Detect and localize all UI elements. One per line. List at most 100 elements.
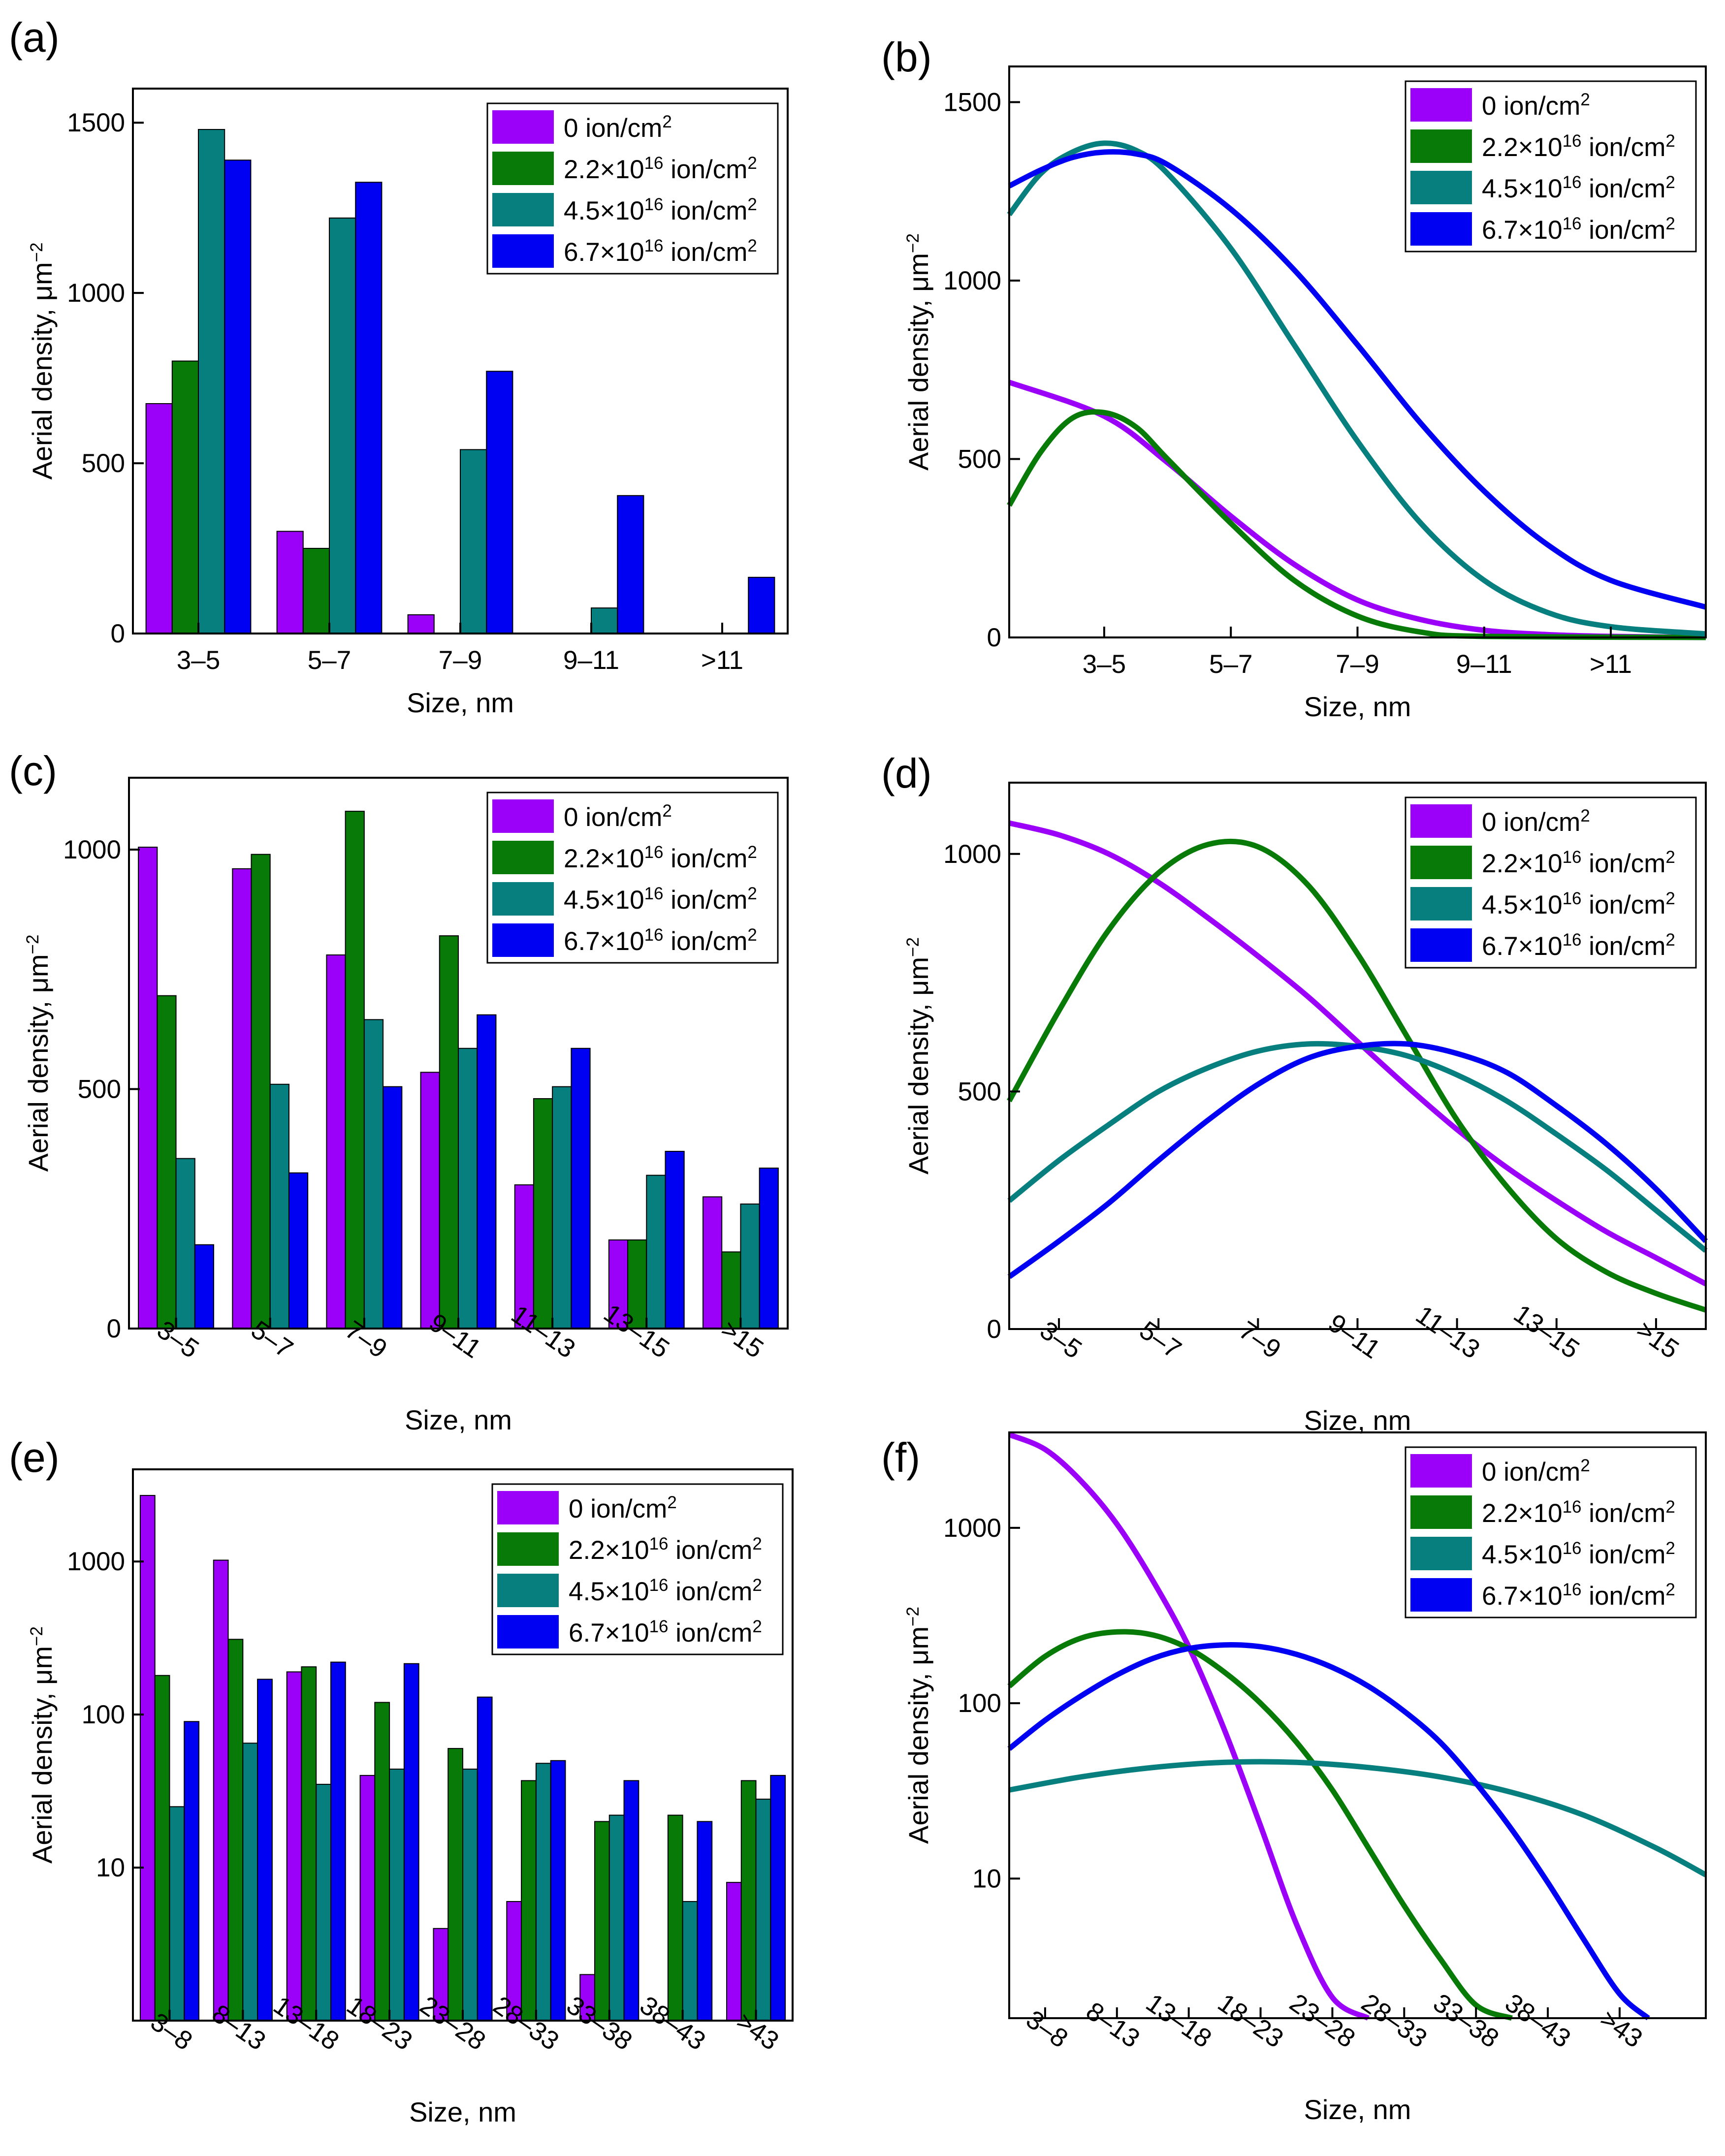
legend-swatch xyxy=(1410,88,1472,122)
x-axis-title: Size, nm xyxy=(1304,1405,1411,1436)
bar xyxy=(702,1196,723,1330)
x-tick-label: 3–5 xyxy=(177,646,220,675)
y-tick-label: 1000 xyxy=(943,266,1001,295)
bar xyxy=(521,1780,537,2021)
bar xyxy=(447,1748,464,2021)
legend-swatch xyxy=(492,234,554,268)
bar xyxy=(232,868,252,1330)
panel-label: (f) xyxy=(881,1434,920,1481)
legend-label: 0 ion/cm2 xyxy=(564,112,672,143)
x-tick-label: 28–33 xyxy=(1356,1988,1433,2054)
bar xyxy=(477,1014,497,1329)
legend-label: 0 ion/cm2 xyxy=(1482,90,1590,121)
x-tick-label: 7–9 xyxy=(1336,650,1379,679)
bar xyxy=(213,1559,229,2021)
x-tick-label: 5–7 xyxy=(308,646,351,675)
y-axis-title: Aerial density, μm−2 xyxy=(27,243,58,480)
x-axis-title: Size, nm xyxy=(1304,691,1411,722)
bar xyxy=(460,449,487,634)
x-tick-label: 13–18 xyxy=(1141,1988,1217,2054)
bar xyxy=(748,576,775,634)
bar xyxy=(276,531,304,634)
legend-label: 6.7×1016 ion/cm2 xyxy=(1482,930,1675,961)
bar xyxy=(316,1783,332,2021)
x-tick-label: 7–9 xyxy=(1234,1316,1286,1364)
bar xyxy=(326,954,346,1330)
x-tick-label: 3–8 xyxy=(1021,2005,1073,2054)
bar xyxy=(403,1663,419,2022)
legend-label: 6.7×1016 ion/cm2 xyxy=(564,236,757,267)
y-tick-label: 0 xyxy=(107,1314,121,1343)
y-tick-label: 500 xyxy=(82,449,125,478)
y-tick-label: 1000 xyxy=(67,279,125,308)
bar xyxy=(721,1251,741,1329)
bar xyxy=(330,1661,346,2022)
x-tick-label: 3–5 xyxy=(1083,650,1126,679)
bar xyxy=(533,1098,553,1330)
bar xyxy=(433,1928,449,2021)
legend-swatch xyxy=(1410,129,1472,163)
y-tick-label: 500 xyxy=(958,1077,1001,1106)
legend-swatch xyxy=(1410,171,1472,204)
bar xyxy=(363,1019,384,1329)
plot-frame xyxy=(1008,1431,1707,2019)
bar xyxy=(420,1072,440,1329)
bar xyxy=(608,1239,629,1330)
bar xyxy=(623,1780,639,2021)
legend-swatch xyxy=(1410,846,1472,879)
legend-label: 4.5×1016 ion/cm2 xyxy=(1482,1539,1675,1570)
bar xyxy=(594,1821,610,2021)
legend-swatch xyxy=(492,152,554,185)
legend-label: 2.2×1016 ion/cm2 xyxy=(564,154,757,185)
y-tick-label: 0 xyxy=(111,619,125,648)
bar xyxy=(608,1814,625,2021)
bar xyxy=(667,1814,683,2021)
legend-label: 4.5×1016 ion/cm2 xyxy=(1482,889,1675,920)
bar xyxy=(374,1702,390,2021)
chart-panel: 0 500 1000 1500 3–5 5–7 7–9 9–11 >11 Size, nm Aeri… xyxy=(881,34,1707,722)
legend-swatch xyxy=(1410,1454,1472,1488)
legend-label: 6.7×1016 ion/cm2 xyxy=(1482,214,1675,245)
bar xyxy=(665,1150,685,1329)
bar xyxy=(171,360,199,634)
legend-label: 4.5×1016 ion/cm2 xyxy=(1482,173,1675,204)
x-tick-label: >15 xyxy=(1631,1315,1684,1364)
x-axis-title: Size, nm xyxy=(1304,2094,1411,2125)
y-tick-label: 500 xyxy=(958,445,1001,474)
legend-label: 0 ion/cm2 xyxy=(1482,1456,1590,1487)
legend-swatch xyxy=(1410,1578,1472,1612)
legend-label: 2.2×1016 ion/cm2 xyxy=(1482,848,1675,879)
y-axis-title: Aerial density, μm−2 xyxy=(903,233,934,471)
legend-swatch xyxy=(492,841,554,874)
bar xyxy=(138,847,158,1329)
x-tick-label: >11 xyxy=(701,646,743,675)
x-axis-title: Size, nm xyxy=(405,1404,512,1435)
y-tick-label: 0 xyxy=(987,1315,1001,1344)
bar xyxy=(646,1174,666,1329)
bar xyxy=(301,1666,317,2021)
legend-swatch xyxy=(497,1615,559,1649)
bar xyxy=(139,1495,156,2022)
legend-swatch xyxy=(497,1491,559,1524)
legend-label: 6.7×1016 ion/cm2 xyxy=(569,1617,762,1648)
x-tick-label: 11–13 xyxy=(1410,1300,1485,1364)
bar xyxy=(770,1775,786,2022)
y-axis-title: Aerial density, μm−2 xyxy=(903,937,934,1174)
x-tick-label: 8–13 xyxy=(1081,1997,1145,2054)
legend-swatch xyxy=(492,923,554,957)
legend-swatch xyxy=(1410,804,1472,838)
bar xyxy=(286,1671,302,2022)
legend-swatch xyxy=(1410,1537,1472,1570)
y-tick-label: 1500 xyxy=(67,108,125,137)
bar xyxy=(682,1901,698,2021)
panel-label: (b) xyxy=(881,34,932,80)
x-tick-label: 9–11 xyxy=(1323,1308,1385,1364)
series-line xyxy=(1009,1759,1707,1877)
series-line xyxy=(1007,409,1706,640)
x-tick-label: 38–43 xyxy=(1500,1988,1576,2054)
bar xyxy=(302,548,330,634)
bar xyxy=(145,403,173,634)
x-tick-label: 5–7 xyxy=(1134,1316,1186,1364)
